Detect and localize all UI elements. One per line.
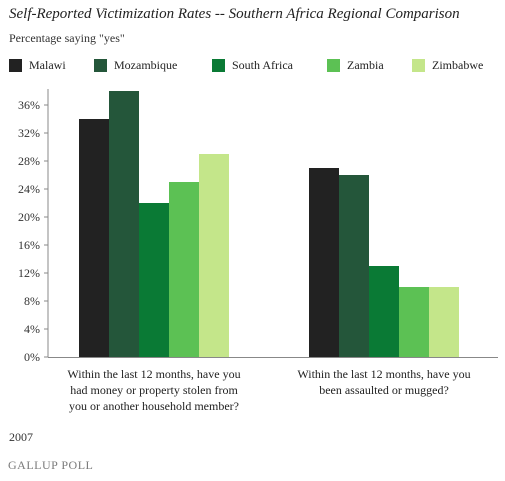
bar-zambia-2 [399,287,429,357]
legend-swatch-zimbabwe [412,59,425,72]
category-label: been assaulted or mugged? [319,383,449,397]
y-tick-label: 32% [18,126,40,140]
bar-zimbabwe-2 [429,287,459,357]
legend-swatch-mozambique [94,59,107,72]
bar-mozambique-2 [339,175,369,357]
category-label: Within the last 12 months, have you [297,367,470,381]
bar-malawi-2 [309,168,339,357]
chart-title: Self-Reported Victimization Rates -- Sou… [9,6,460,22]
source-footer: GALLUP POLL [8,458,94,472]
chart-subtitle: Percentage saying "yes" [9,31,125,45]
legend-swatch-zambia [327,59,340,72]
legend-label-zimbabwe: Zimbabwe [432,58,484,72]
legend-label-south-africa: South Africa [232,58,293,72]
y-tick-label: 12% [18,266,40,280]
y-tick-label: 8% [24,294,40,308]
bar-mozambique-1 [109,91,139,357]
bar-malawi-1 [79,119,109,357]
y-tick-label: 24% [18,182,40,196]
legend-swatch-malawi [9,59,22,72]
bar-zimbabwe-1 [199,154,229,357]
bar-south-africa-1 [139,203,169,357]
y-tick-label: 28% [18,154,40,168]
category-label: had money or property stolen from [70,383,238,397]
legend-label-zambia: Zambia [347,58,384,72]
legend-label-malawi: Malawi [29,58,66,72]
y-tick-label: 36% [18,98,40,112]
category-label: you or another household member? [69,399,239,413]
y-tick-label: 0% [24,350,40,364]
category-label: Within the last 12 months, have you [67,367,240,381]
legend-swatch-south-africa [212,59,225,72]
y-tick-label: 20% [18,210,40,224]
year-label: 2007 [9,430,33,444]
bar-south-africa-2 [369,266,399,357]
y-tick-label: 16% [18,238,40,252]
bar-zambia-1 [169,182,199,357]
y-tick-label: 4% [24,322,40,336]
legend-label-mozambique: Mozambique [114,58,178,72]
